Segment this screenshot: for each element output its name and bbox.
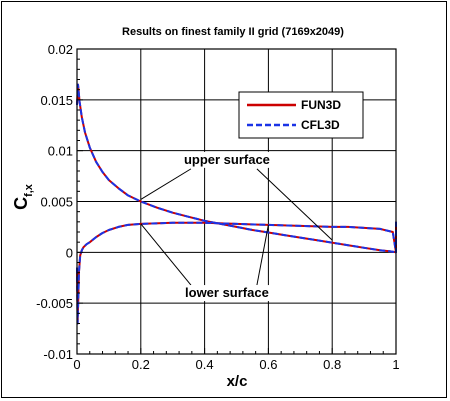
x-tick-label: 0 bbox=[73, 357, 80, 372]
annotation-leader-line bbox=[256, 168, 333, 241]
annotation-label: lower surface bbox=[185, 285, 269, 300]
x-axis-label: x/c bbox=[227, 373, 248, 390]
y-tick-label: 0.005 bbox=[40, 195, 73, 210]
x-tick-label: 0.6 bbox=[259, 357, 277, 372]
legend-label-fun3d: FUN3D bbox=[301, 98, 341, 112]
x-tick-label: 0.4 bbox=[196, 357, 214, 372]
x-tick-label: 0.2 bbox=[132, 357, 150, 372]
y-tick-label: 0.015 bbox=[40, 93, 73, 108]
y-axis-label: Cf,x bbox=[11, 183, 35, 210]
chart-title: Results on finest family II grid (7169x2… bbox=[122, 26, 344, 38]
y-tick-label: 0 bbox=[66, 245, 73, 260]
y-axis-label-main: C bbox=[11, 197, 31, 210]
legend-label-cfl3d: CFL3D bbox=[301, 118, 340, 132]
y-tick-label: -0.01 bbox=[43, 347, 73, 362]
y-tick-label: -0.005 bbox=[36, 296, 73, 311]
legend: FUN3D CFL3D bbox=[238, 91, 364, 139]
legend-box bbox=[238, 91, 364, 139]
x-tick-label: 0.8 bbox=[323, 357, 341, 372]
series-cfl3d-lower-line bbox=[76, 221, 397, 325]
series-cfl3d-upper-line bbox=[76, 83, 397, 254]
annotation-leader-line bbox=[140, 223, 192, 286]
series-layer bbox=[76, 83, 397, 325]
annotation-label: upper surface bbox=[184, 152, 270, 167]
y-tick-label: 0.02 bbox=[48, 42, 73, 57]
annotation-label-bg bbox=[162, 151, 291, 168]
y-axis-label-sub: f,x bbox=[23, 183, 35, 197]
annotation-leader-line bbox=[256, 224, 269, 286]
annotation-leader-line bbox=[140, 168, 192, 200]
annotation-label-bg bbox=[162, 285, 291, 302]
axes: 0 0.2 0.4 0.6 0.8 1 -0.01 -0.005 0 0.005 0.01 0.015… bbox=[36, 42, 399, 372]
y-tick-label: 0.01 bbox=[48, 144, 73, 159]
annotation-layer: upper surface lower surface bbox=[140, 151, 333, 302]
svg-text:Cf,x: Cf,x bbox=[11, 183, 35, 210]
series-fun3d-lower-line bbox=[76, 221, 397, 325]
x-tick-label: 1 bbox=[392, 357, 399, 372]
